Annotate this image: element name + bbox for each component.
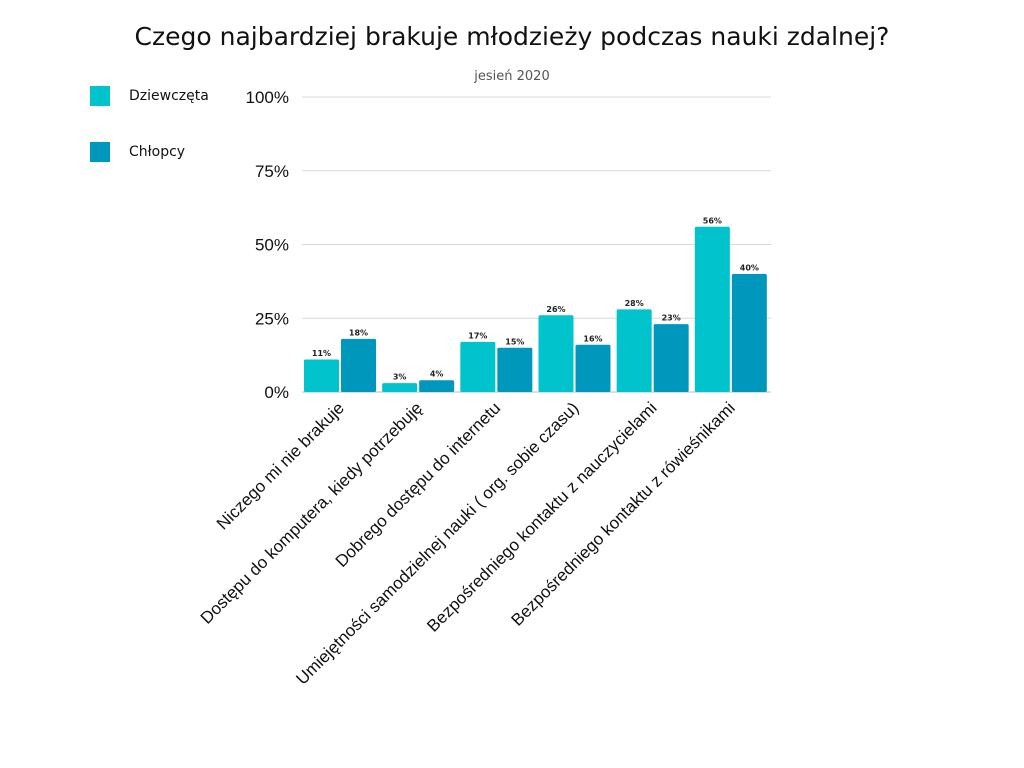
category-label-3: Umiejętności samodzielnej nauki ( org. s…: [292, 398, 582, 688]
legend-item-dziewczeta: Dziewczęta: [90, 86, 209, 106]
legend-label-chlopcy: Chłopcy: [129, 144, 186, 160]
data-label-chlopcy-2: 15%: [505, 337, 524, 346]
data-label-chlopcy-0: 18%: [349, 328, 368, 337]
chart-subtitle: jesień 2020: [474, 69, 550, 84]
y-tick-label-0: 0%: [264, 383, 289, 402]
data-label-chlopcy-3: 16%: [583, 334, 602, 343]
bar-chlopcy-0: [341, 338, 376, 392]
data-label-dziewczeta-2: 17%: [468, 331, 487, 340]
bar-chlopcy-5: [731, 274, 767, 392]
data-label-dziewczeta-0: 11%: [312, 349, 331, 358]
legend-swatch-dziewczeta: [90, 86, 110, 106]
y-tick-label-75: 75%: [255, 162, 289, 181]
data-label-chlopcy-4: 23%: [662, 314, 681, 323]
data-label-dziewczeta-4: 28%: [625, 299, 644, 308]
legend-label-dziewczeta: Dziewczęta: [129, 88, 209, 104]
category-label-2: Dobrego dostępu do internetu: [332, 398, 505, 571]
data-label-chlopcy-1: 4%: [430, 370, 444, 379]
bar-dziewczeta-4: [616, 309, 652, 392]
legend-item-chlopcy: Chłopcy: [90, 142, 209, 162]
legend-swatch-chlopcy: [90, 142, 110, 162]
y-tick-label-100: 100%: [246, 88, 289, 107]
bar-dziewczeta-5: [694, 226, 730, 392]
bar-dziewczeta-1: [382, 383, 418, 392]
bar-chlopcy-1: [419, 380, 455, 392]
chart-title: Czego najbardziej brakuje młodzieży podc…: [134, 22, 890, 51]
bar-chlopcy-3: [575, 344, 611, 392]
bar-dziewczeta-2: [460, 341, 496, 392]
data-label-dziewczeta-5: 56%: [703, 216, 722, 225]
category-label-0: Niczego mi nie brakuje: [213, 398, 348, 533]
bar-chlopcy-2: [497, 347, 533, 392]
legend: Dziewczęta Chłopcy: [90, 86, 209, 198]
bar-dziewczeta-0: [304, 359, 339, 392]
y-tick-label-50: 50%: [255, 236, 289, 255]
data-label-chlopcy-5: 40%: [740, 264, 759, 273]
data-label-dziewczeta-1: 3%: [393, 373, 407, 382]
bar-dziewczeta-3: [538, 315, 574, 392]
data-label-dziewczeta-3: 26%: [546, 305, 565, 314]
bar-chlopcy-4: [653, 324, 689, 392]
y-tick-label-25: 25%: [255, 309, 289, 328]
